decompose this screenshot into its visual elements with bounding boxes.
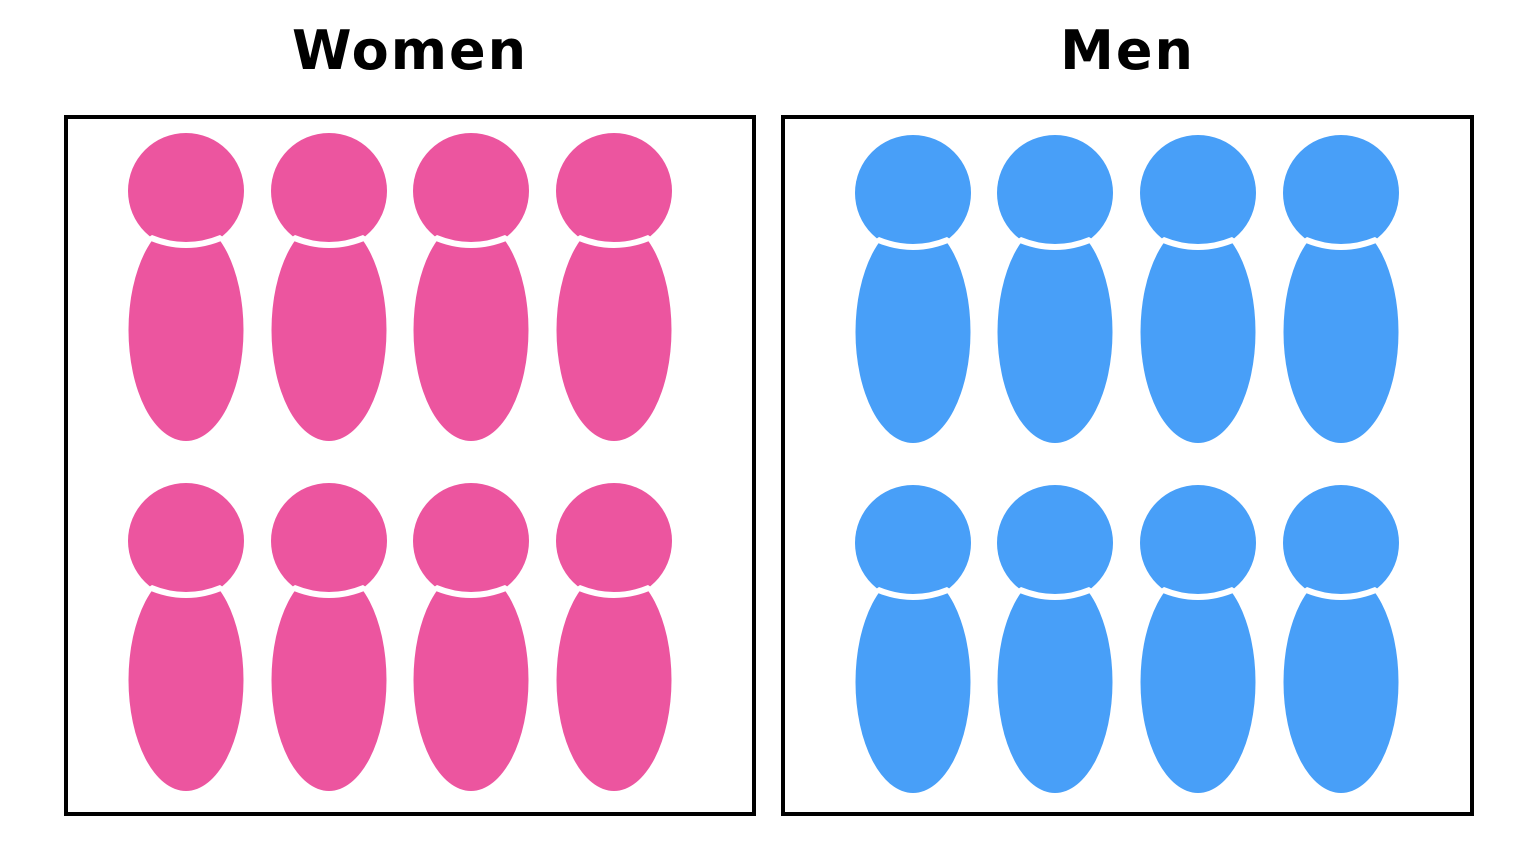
men-panel	[781, 115, 1474, 816]
men-title: Men	[1060, 19, 1195, 82]
women-panel	[64, 115, 756, 816]
women-title: Women	[291, 19, 529, 82]
